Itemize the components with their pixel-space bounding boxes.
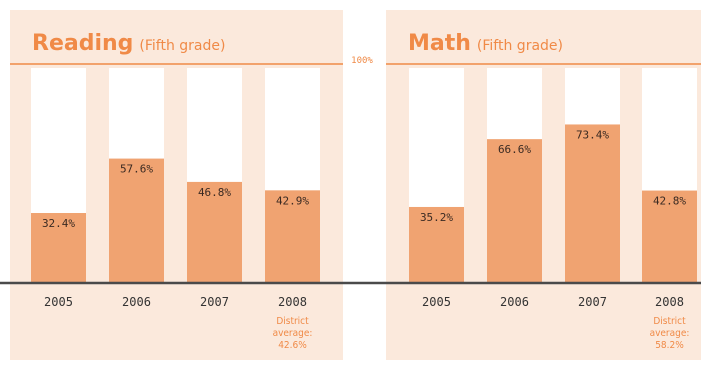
reading-tick-2007: 2007: [200, 295, 229, 309]
math-bar-2008: [642, 190, 697, 283]
math-chart-title: Math (Fifth grade): [408, 31, 563, 56]
math-tick-2007: 2007: [578, 295, 607, 309]
reading-bar-2006: [109, 158, 164, 283]
math-value-label-2006: 66.6%: [498, 143, 531, 156]
reading-value-label-2008: 42.9%: [276, 194, 309, 207]
reading-district-average-line-2: 42.6%: [278, 340, 307, 351]
math-district-average-line-0: District: [653, 316, 686, 327]
math-district-average-line-2: 58.2%: [655, 340, 684, 351]
reading-title-text: Reading: [32, 31, 133, 56]
math-value-label-2005: 35.2%: [420, 211, 453, 224]
reading-tick-2005: 2005: [44, 295, 73, 309]
reading-bar-2005: [31, 213, 86, 283]
reading-value-label-2006: 57.6%: [120, 163, 153, 176]
reading-district-average-line-0: District: [276, 316, 309, 327]
math-tick-2006: 2006: [500, 295, 529, 309]
reading-subtitle: (Fifth grade): [139, 38, 225, 54]
axis-max-label: 100%: [351, 56, 373, 66]
math-bar-2005: [409, 206, 464, 283]
reading-value-label-2007: 46.8%: [198, 186, 231, 199]
math-bar-2006: [487, 139, 542, 283]
math-tick-2008: 2008: [655, 295, 684, 309]
reading-value-label-2005: 32.4%: [42, 217, 75, 230]
math-value-label-2007: 73.4%: [576, 128, 609, 141]
reading-district-average-line-1: average:: [273, 328, 313, 339]
math-title-text: Math: [408, 31, 471, 56]
math-tick-2005: 2005: [422, 295, 451, 309]
reading-chart: Reading (Fifth grade) 32.4% 2005 57.6% 2006 46…: [10, 10, 343, 360]
reading-bar-2007: [187, 181, 242, 283]
math-chart: Math (Fifth grade) 35.2% 2005 66.6% 2006 73.4%…: [386, 10, 701, 360]
math-district-average-line-1: average:: [650, 328, 690, 339]
reading-tick-2008: 2008: [278, 295, 307, 309]
reading-tick-2006: 2006: [122, 295, 151, 309]
math-subtitle: (Fifth grade): [477, 38, 563, 54]
reading-bar-2008: [265, 190, 320, 283]
math-bar-2007: [565, 124, 620, 284]
math-value-label-2008: 42.8%: [653, 195, 686, 208]
reading-chart-title: Reading (Fifth grade): [32, 31, 225, 56]
